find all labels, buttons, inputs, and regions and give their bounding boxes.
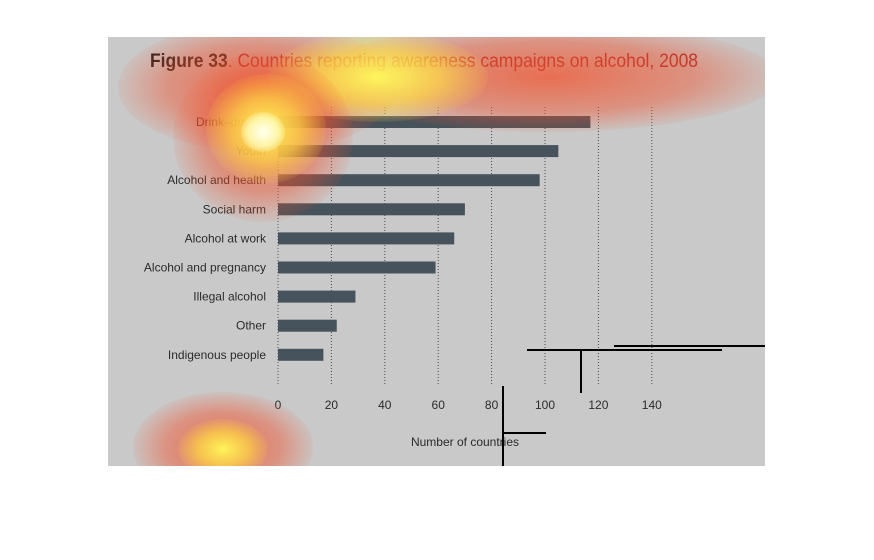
cursor-artifact xyxy=(503,432,546,434)
bar xyxy=(278,145,559,158)
cursor-artifact xyxy=(502,386,504,466)
title-text: . Countries reporting awareness campaign… xyxy=(227,51,699,72)
bar xyxy=(278,232,455,245)
x-tick-label: 60 xyxy=(432,398,446,412)
cursor-artifact xyxy=(527,349,722,351)
category-label: Alcohol and pregnancy xyxy=(144,261,266,275)
x-tick-label: 140 xyxy=(642,398,662,412)
x-tick-label: 0 xyxy=(275,398,282,412)
bar xyxy=(278,174,540,187)
bar xyxy=(278,348,324,361)
bar xyxy=(278,116,591,128)
x-tick-label: 40 xyxy=(378,398,392,412)
x-tick-label: 100 xyxy=(535,398,555,412)
category-label: Other xyxy=(236,319,266,333)
category-label: Indigenous people xyxy=(168,348,266,362)
x-tick-label: 80 xyxy=(485,398,499,412)
cursor-artifact xyxy=(614,345,765,347)
bar xyxy=(278,203,465,216)
chart-title: Figure 33. Countries reporting awareness… xyxy=(150,51,698,73)
x-axis-title: Number of countries xyxy=(411,435,519,449)
bar xyxy=(278,261,436,274)
category-label: Illegal alcohol xyxy=(193,290,266,304)
category-label: Alcohol and health xyxy=(167,173,266,187)
bar xyxy=(278,319,337,332)
category-label: Youth xyxy=(236,144,266,158)
category-label: Social harm xyxy=(203,202,266,216)
bar xyxy=(278,290,356,303)
figure-label: Figure 33 xyxy=(150,51,228,72)
bar-chart: Drink–driving Youth Alcohol and health Soci… xyxy=(144,107,662,449)
category-label: Alcohol at work xyxy=(185,231,267,245)
cursor-artifact xyxy=(580,351,582,393)
chart-panel: Drink–driving Youth Alcohol and health Soci… xyxy=(108,37,765,466)
category-label: Drink–driving xyxy=(196,115,266,129)
x-tick-label: 120 xyxy=(588,398,608,412)
x-tick-label: 20 xyxy=(325,398,339,412)
